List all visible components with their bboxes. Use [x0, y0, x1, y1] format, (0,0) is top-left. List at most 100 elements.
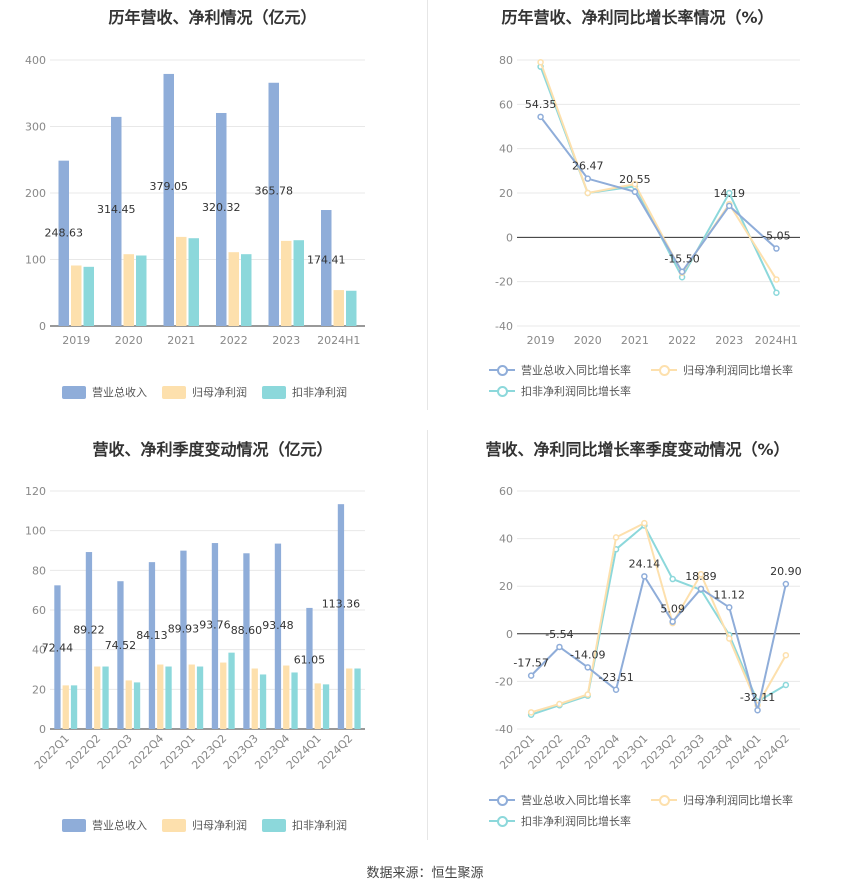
y-tick-label: 20 [499, 187, 513, 200]
x-tick-label: 2020 [574, 334, 602, 347]
data-label: 14.19 [714, 187, 746, 200]
legend-item[interactable]: 营业总收入 [62, 817, 147, 833]
x-tick-label: 2022 [668, 334, 696, 347]
bar-net-profit [125, 680, 132, 729]
data-point [584, 175, 591, 182]
bar-deducted-profit [228, 652, 235, 729]
legend-item[interactable]: 扣非净利润 [262, 817, 347, 833]
quarterly-amounts-chart: 营收、净利季度变动情况（亿元） 0 20 40 60 80 100 120 2022Q1 202… [0, 430, 425, 850]
data-label: -17.57 [513, 657, 548, 670]
data-point [726, 189, 733, 197]
data-label: 93.76 [199, 619, 231, 632]
data-point [537, 58, 544, 66]
bar-net-profit [281, 240, 292, 326]
data-point [782, 681, 790, 689]
bar-deducted-profit [346, 290, 357, 326]
y-tick-label: 300 [25, 121, 46, 134]
bar-deducted-profit [241, 254, 252, 326]
series-line [539, 66, 778, 294]
legend-label: 营业总收入 [92, 386, 147, 399]
data-point [754, 706, 761, 714]
legend-item[interactable]: 扣非净利润同比增长率 [489, 383, 631, 399]
data-point [678, 268, 686, 275]
legend-swatch [489, 385, 515, 397]
bar-revenue [321, 210, 332, 326]
data-point [773, 276, 780, 283]
x-tick-label: 2023 [715, 334, 743, 347]
y-tick-label: 400 [25, 54, 46, 67]
bar-revenue [216, 112, 227, 326]
legend-item[interactable]: 扣非净利润同比增长率 [489, 813, 631, 829]
legend-swatch [489, 794, 515, 806]
y-tick-label: 0 [39, 320, 46, 333]
chart-title: 营收、净利同比增长率季度变动情况（%） [485, 440, 790, 459]
legend-item[interactable]: 归母净利润 [162, 817, 247, 833]
x-tick-label: 2021 [621, 334, 649, 347]
legend-item[interactable]: 扣非净利润 [262, 384, 347, 400]
data-label: 88.60 [231, 624, 263, 637]
legend-item[interactable]: 归母净利润同比增长率 [651, 362, 793, 378]
legend-label: 归母净利润同比增长率 [683, 364, 793, 377]
legend-item[interactable]: 归母净利润同比增长率 [651, 792, 793, 808]
series-line [539, 116, 778, 274]
bar-deducted-profit [259, 674, 267, 729]
chart-title: 历年营收、净利同比增长率情况（%） [501, 8, 774, 27]
panel-divider [427, 430, 428, 840]
bar-revenue [111, 116, 122, 326]
bar-revenue [180, 550, 187, 729]
legend-label: 扣非净利润同比增长率 [521, 815, 631, 828]
x-tick-label: 2019 [62, 334, 90, 347]
data-label: 84.13 [136, 629, 168, 642]
data-point [556, 700, 563, 708]
y-tick-label: 40 [499, 143, 513, 156]
data-point [641, 573, 648, 580]
data-label: -5.54 [545, 628, 573, 641]
y-tick-label: 0 [39, 723, 46, 736]
data-label: 61.05 [294, 654, 326, 667]
bar-revenue [148, 562, 156, 729]
x-tick-label: 2023 [272, 334, 300, 347]
data-point [726, 202, 733, 210]
chart-canvas: 0 100 200 300 400 2019 2020 2021 2022 2023 2024H1 2… [25, 54, 365, 347]
data-label: -32.11 [740, 691, 775, 704]
data-point [782, 651, 790, 659]
series-line [530, 521, 787, 714]
data-point [669, 618, 676, 625]
data-label: 93.48 [262, 619, 294, 632]
data-source: 数据来源：恒生聚源 [366, 866, 484, 881]
legend-label: 扣非净利润 [292, 819, 347, 832]
legend-swatch [162, 818, 186, 832]
data-label: 320.32 [202, 201, 241, 214]
legend-swatch [162, 385, 186, 399]
data-point [726, 635, 733, 642]
bar-deducted-profit [83, 266, 94, 326]
bar-net-profit [188, 664, 195, 729]
legend-item[interactable]: 营业总收入 [62, 384, 147, 400]
data-label: -15.50 [664, 253, 699, 266]
legend-item[interactable]: 营业总收入同比增长率 [489, 362, 631, 378]
bar-net-profit [62, 685, 69, 729]
bar-net-profit [94, 666, 101, 729]
bar-net-profit [283, 665, 290, 729]
data-point [584, 691, 591, 698]
data-label: -5.05 [762, 230, 790, 243]
data-label: 248.63 [45, 227, 84, 240]
y-tick-label: 120 [25, 485, 46, 498]
data-point [726, 604, 733, 611]
bar-revenue [85, 552, 93, 729]
data-label: -23.51 [598, 671, 633, 684]
y-tick-label: 100 [25, 254, 46, 267]
legend-swatch [651, 794, 677, 806]
data-point [612, 686, 620, 694]
bar-revenue [268, 82, 279, 326]
data-point [641, 519, 648, 527]
data-label: 11.12 [714, 588, 746, 601]
x-tick-label: 2020 [115, 334, 143, 347]
y-tick-label: -40 [495, 723, 513, 736]
legend-item[interactable]: 营业总收入同比增长率 [489, 792, 631, 808]
bar-deducted-profit [322, 684, 330, 729]
data-label: 20.90 [770, 565, 802, 578]
bar-revenue [117, 581, 124, 729]
legend-label: 营业总收入同比增长率 [521, 794, 631, 807]
legend-item[interactable]: 归母净利润 [162, 384, 247, 400]
